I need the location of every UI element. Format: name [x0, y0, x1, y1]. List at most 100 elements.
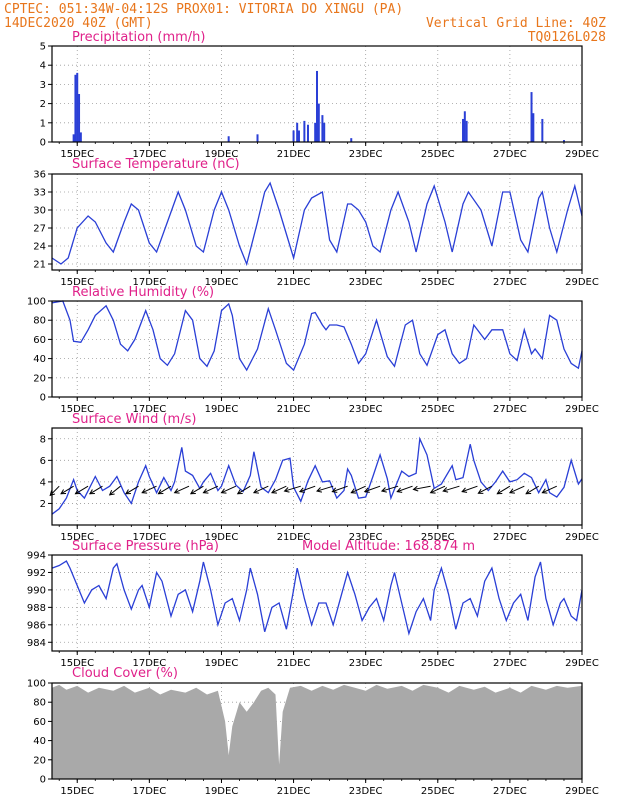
wind-arrow — [332, 485, 348, 493]
precip-bar — [463, 111, 466, 142]
panel-frame — [51, 300, 583, 398]
x-tick-label: 21DEC — [277, 149, 311, 160]
humidity-panel: Relative Humidity (%) 0 20 40 60 80 100 15DEC 1… — [27, 285, 599, 415]
y-tick-label: 3 — [40, 80, 46, 91]
wind-arrow — [253, 485, 269, 494]
precipitation-title: Precipitation (mm/h) — [72, 30, 205, 45]
header-vertical-grid-line: Vertical Grid Line: 40Z — [426, 16, 606, 31]
panel-frame — [51, 45, 583, 143]
precip-bar — [303, 120, 306, 142]
wind-arrow-head — [396, 487, 403, 493]
x-tick-label: 29DEC — [565, 786, 599, 797]
y-tick-label: 40 — [33, 354, 46, 365]
x-tick-label: 29DEC — [565, 404, 599, 415]
wind-arrow-head — [331, 487, 338, 493]
precip-bar — [462, 118, 465, 142]
x-tick-label: 25DEC — [421, 277, 455, 288]
x-tick-label: 21DEC — [277, 404, 311, 415]
x-tick-label: 19DEC — [205, 658, 239, 669]
panel-frame — [51, 173, 583, 271]
x-tick-label: 15DEC — [60, 658, 94, 669]
precip-bar — [306, 124, 309, 142]
precip-bar — [321, 115, 324, 142]
x-tick-label: 17DEC — [132, 404, 166, 415]
wind-arrow-head — [60, 489, 67, 495]
wind-arrow — [381, 485, 399, 492]
wind-arrow-head — [508, 488, 515, 494]
wind-arrow-head — [429, 488, 436, 494]
wind-arrow — [413, 485, 431, 490]
wind-arrow-head — [88, 489, 95, 495]
precip-bar — [314, 122, 317, 142]
precip-bar — [317, 103, 320, 142]
series-line — [51, 560, 583, 636]
pressure-panel: Surface Pressure (hPa) Model Altitude: 1… — [27, 539, 599, 669]
wind-arrow-head — [298, 487, 305, 493]
wind-arrow-head — [189, 489, 196, 495]
wind-arrow — [141, 485, 157, 494]
x-tick-label: 27DEC — [493, 532, 527, 543]
wind-arrow-head — [125, 489, 131, 495]
precip-bar — [78, 94, 81, 142]
precip-bar — [227, 136, 230, 142]
panel-frame — [51, 682, 583, 780]
x-tick-label: 19DEC — [205, 532, 239, 543]
wind-arrow-head — [157, 489, 164, 495]
series-line — [51, 181, 583, 267]
x-tick-label: 15DEC — [60, 277, 94, 288]
wind-arrow-head — [525, 489, 532, 495]
series-line — [51, 300, 583, 372]
x-tick-label: 29DEC — [565, 277, 599, 288]
temperature-panel: Surface Temperature (nC) 21 24 27 30 33 36 15D… — [33, 157, 599, 288]
wind-arrow-head — [316, 487, 323, 493]
wind-arrow — [397, 485, 413, 493]
wind-arrow — [284, 485, 301, 492]
wind-arrow — [109, 485, 121, 496]
y-tick-label: 24 — [33, 242, 46, 253]
wind-arrow — [203, 485, 219, 494]
x-tick-label: 17DEC — [132, 658, 166, 669]
wind-arrow-head — [252, 488, 259, 494]
precip-bar — [316, 70, 318, 142]
wind-arrow — [190, 485, 204, 495]
y-tick-label: 4 — [40, 61, 46, 72]
y-tick-label: 40 — [33, 736, 46, 747]
wind-arrow-head — [350, 488, 357, 494]
header-location: CPTEC: 051:34W-04:12S PROX01: VITORIA DO… — [4, 2, 403, 17]
cloud-cover-title: Cloud Cover (%) — [72, 666, 178, 681]
x-tick-label: 17DEC — [132, 532, 166, 543]
wind-arrow — [430, 485, 446, 494]
wind-arrow — [89, 485, 103, 495]
panel-frame — [51, 427, 583, 526]
precip-bar — [530, 92, 533, 142]
wind-arrow-head — [271, 488, 277, 494]
wind-arrow-head — [380, 487, 387, 493]
y-tick-label: 990 — [27, 585, 46, 596]
precip-bar — [292, 130, 295, 142]
y-tick-label: 80 — [33, 316, 46, 327]
x-tick-label: 21DEC — [277, 786, 311, 797]
y-tick-label: 30 — [33, 206, 46, 217]
y-tick-label: 33 — [33, 188, 46, 199]
x-tick-label: 23DEC — [349, 404, 383, 415]
wind-arrow-head — [461, 487, 468, 493]
x-tick-label: 29DEC — [565, 149, 599, 160]
precip-bar — [465, 120, 468, 142]
model-altitude-label: Model Altitude: 168.874 m — [302, 539, 475, 554]
x-tick-label: 15DEC — [60, 149, 94, 160]
wind-arrow-head — [220, 488, 227, 494]
wind-arrow — [125, 485, 139, 495]
wind-arrow — [542, 485, 557, 494]
wind-arrow — [443, 485, 460, 492]
y-tick-label: 100 — [27, 297, 46, 308]
y-tick-label: 80 — [33, 698, 46, 709]
x-tick-label: 23DEC — [349, 277, 383, 288]
precip-bar — [532, 113, 535, 142]
wind-arrow-head — [173, 488, 180, 494]
wind-arrow-head — [541, 488, 548, 494]
humidity-title: Relative Humidity (%) — [72, 285, 214, 300]
precip-bar — [297, 130, 300, 142]
x-tick-label: 21DEC — [277, 658, 311, 669]
temperature-title: Surface Temperature (nC) — [72, 157, 240, 172]
y-tick-label: 8 — [40, 434, 46, 445]
